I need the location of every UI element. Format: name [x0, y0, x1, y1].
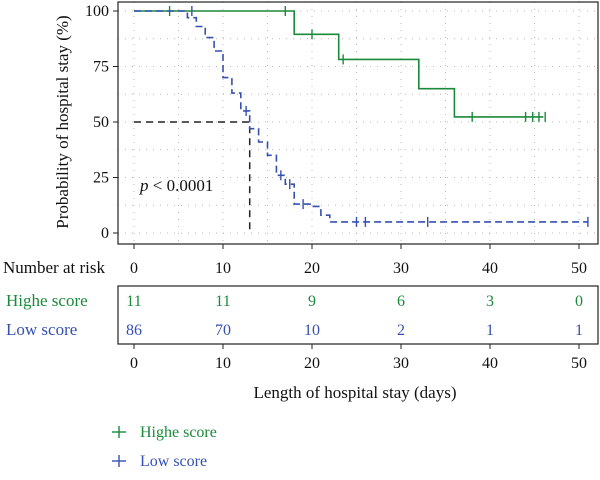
km-plot: 0 25 50 75 100 p < 0.0001 Probability of hos… [53, 1, 599, 249]
y-tick-label: 75 [93, 59, 109, 76]
risk-count: 9 [308, 293, 316, 310]
bottom-tick-label: 30 [393, 355, 409, 372]
survival-curve-line [134, 10, 544, 118]
grid-lines [118, 2, 598, 244]
legend-item: Low score [112, 453, 207, 470]
risk-table-frame [117, 285, 599, 345]
bottom-tick-label: 50 [571, 355, 587, 372]
survival-curve-line [134, 10, 588, 223]
risk-count: 70 [215, 322, 231, 339]
x-axis-label: Length of hospital stay (days) [253, 383, 456, 402]
risk-table-title: Number at risk [3, 258, 105, 277]
y-tick-label: 50 [93, 114, 109, 131]
y-tick-label: 0 [101, 225, 109, 242]
risk-count: 1 [486, 322, 494, 339]
legend-item: Highe score [112, 424, 217, 441]
risk-count: 11 [126, 293, 141, 310]
legend-label: Highe score [140, 424, 217, 441]
series-high-score [134, 6, 546, 122]
p-value-annotation: p < 0.0001 [139, 176, 213, 195]
y-tick-label: 25 [93, 170, 109, 187]
risk-count: 86 [126, 322, 142, 339]
p-value-text: < 0.0001 [149, 176, 214, 195]
x-axis-ticks [133, 244, 580, 249]
plot-frame [117, 1, 599, 245]
risk-time-label: 0 [130, 260, 138, 277]
series-low-score [134, 6, 589, 227]
y-axis-ticks: 0 25 50 75 100 [85, 3, 118, 242]
risk-time-label: 50 [571, 260, 587, 277]
risk-row-label: Highe score [6, 291, 88, 310]
risk-count: 2 [397, 322, 405, 339]
risk-count: 1 [575, 322, 583, 339]
legend-label: Low score [140, 453, 207, 470]
risk-row-label: Low score [6, 320, 77, 339]
risk-time-label: 20 [304, 260, 320, 277]
median-reference-line [134, 121, 251, 233]
bottom-tick-label: 10 [215, 355, 231, 372]
risk-table-time-labels: 0 10 20 30 40 50 [130, 260, 587, 277]
risk-table-bottom-ticks: 0 10 20 30 40 50 [130, 344, 587, 372]
risk-count: 6 [397, 293, 405, 310]
risk-time-label: 40 [482, 260, 498, 277]
bottom-tick-label: 20 [304, 355, 320, 372]
risk-row: Highe score 11 11 9 6 3 0 [6, 291, 583, 310]
risk-time-label: 10 [215, 260, 231, 277]
legend: Highe score Low score [112, 424, 217, 470]
risk-count: 0 [575, 293, 583, 310]
median-reference-lines [134, 121, 251, 233]
risk-row: Low score 86 70 10 2 1 1 [6, 320, 583, 339]
risk-count: 11 [215, 293, 230, 310]
bottom-tick-label: 0 [130, 355, 138, 372]
bottom-tick-label: 40 [482, 355, 498, 372]
y-tick-label: 100 [85, 3, 109, 20]
risk-time-label: 30 [393, 260, 409, 277]
y-axis-label: Probability of hospital stay (%) [53, 15, 72, 228]
risk-count: 10 [304, 322, 320, 339]
survival-curves [134, 6, 589, 227]
p-value-prefix: p [139, 176, 149, 195]
risk-count: 3 [486, 293, 494, 310]
